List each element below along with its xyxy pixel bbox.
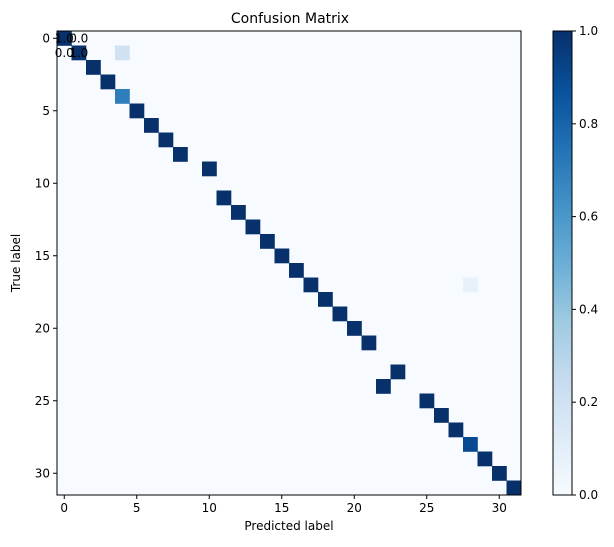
axis-ticks: 0 5 10 15 20 25 30 0 5 10 15 20 25 30 [35,31,507,515]
heatmap-cell [202,161,217,177]
heatmap-cell [274,248,290,264]
cell-annotations: 1.00.00.01.0 [55,31,89,60]
y-tick-label: 10 [35,176,50,190]
heatmap-cell [448,422,464,438]
cell-annotation: 0.0 [55,46,74,60]
colorbar-tick-label: 0.0 [579,488,598,502]
heatmap-cell [347,321,362,336]
cell-annotation: 0.0 [69,31,88,45]
plot-frame [56,30,522,496]
heatmap-cell [260,234,275,249]
y-tick-label: 5 [42,104,50,118]
cell-annotation: 1.0 [69,46,88,60]
heatmap-cell [303,277,319,293]
plot-area [57,31,522,496]
x-tick-label: 0 [60,501,68,515]
heatmap-cell [477,451,493,467]
heatmap-cell [289,263,304,278]
x-tick-label: 25 [419,501,434,515]
heatmap-cell [173,147,188,162]
x-tick-label: 15 [274,501,289,515]
y-tick-label: 20 [35,321,50,335]
heatmap-cell [86,60,101,75]
heatmap-cell [463,437,478,452]
chart-title: Confusion Matrix [231,11,349,27]
y-tick-label: 15 [35,249,50,263]
heatmap-cell [390,364,406,380]
heatmap-cell [129,103,145,119]
colorbar-tick-label: 1.0 [579,24,598,38]
heatmap-cell [506,480,522,496]
heatmap-cell [463,277,478,293]
heatmap-cell [115,45,130,61]
heatmap-cell [144,118,159,133]
colorbar-tick-label: 0.2 [579,395,598,409]
y-tick-label: 25 [35,394,50,408]
heatmap-cell [434,408,449,423]
y-tick-label: 30 [35,466,50,480]
heatmap-cell [158,132,174,148]
heatmap-cell [216,190,232,206]
heatmap-cell [492,466,507,481]
colorbar-tick-label: 0.6 [579,210,598,224]
heatmap-cell [57,31,72,46]
cell-annotation: 1.0 [55,31,74,45]
x-tick-label: 20 [347,501,362,515]
heatmap-cell [318,292,333,307]
heatmap-cell [100,74,116,90]
heatmap-cell [419,393,435,409]
heatmap-cell [71,45,87,61]
heatmap-cell [245,219,261,235]
y-tick-label: 0 [42,31,50,45]
x-tick-label: 30 [492,501,507,515]
heatmap-cell [115,89,130,104]
x-axis-label: Predicted label [244,519,333,533]
x-tick-label: 5 [133,501,141,515]
colorbar-tick-label: 0.8 [579,117,598,131]
heatmap-cell [332,306,348,322]
heatmap-cell [376,379,391,394]
colorbar-ticks: 0.0 0.2 0.4 0.6 0.8 1.0 [572,24,598,502]
y-axis-label: True label [9,234,23,293]
heatmap-cell [231,205,246,220]
colorbar-tick-label: 0.4 [579,302,598,316]
heatmap-cell [361,335,377,351]
colorbar [553,31,572,495]
colorbar-frame [552,30,573,496]
x-tick-label: 10 [202,501,217,515]
